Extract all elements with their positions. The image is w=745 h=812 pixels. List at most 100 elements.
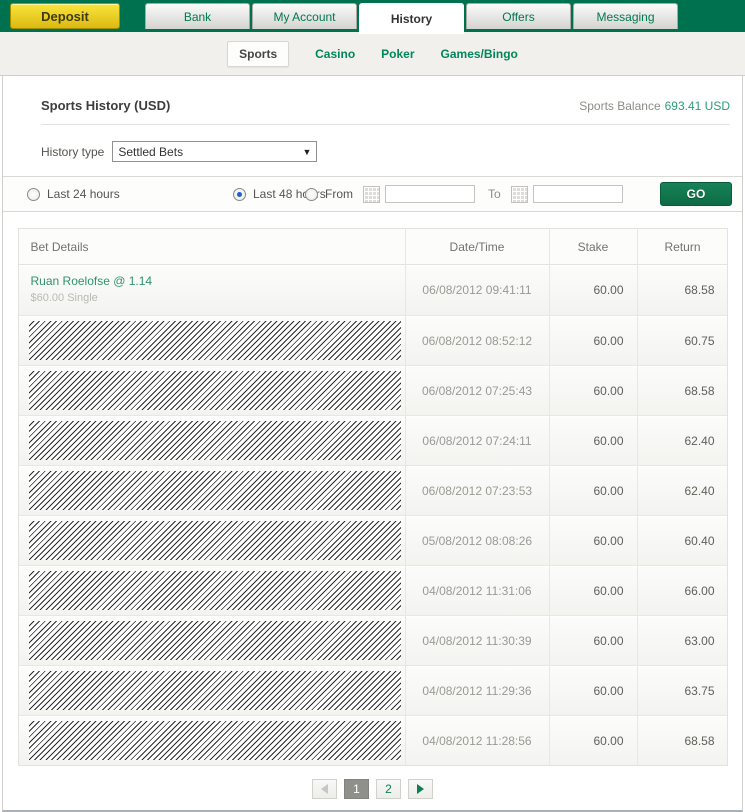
cell-stake: 60.00 [548, 416, 637, 465]
cell-stake: 60.00 [548, 265, 637, 315]
cell-bet-details [19, 416, 405, 465]
cell-bet-details [19, 366, 405, 415]
radio-date-range[interactable] [305, 187, 318, 201]
from-date-input[interactable] [385, 185, 475, 203]
cell-datetime: 06/08/2012 07:25:43 [404, 366, 549, 415]
cell-datetime: 06/08/2012 09:41:11 [404, 265, 549, 315]
cell-stake: 60.00 [548, 316, 637, 365]
cell-bet-details [19, 566, 405, 615]
bet-subtitle: $60.00 Single [30, 292, 98, 304]
cell-stake: 60.00 [548, 716, 637, 765]
history-type-value: Settled Bets [118, 144, 184, 159]
go-group: GO [660, 177, 732, 211]
sports-balance: Sports Balance 693.41 USD [579, 99, 730, 113]
table-body: Ruan Roelofse @ 1.14 $60.00 Single 06/08… [18, 265, 728, 765]
cell-bet-details [19, 516, 405, 565]
header-datetime: Date/Time [404, 229, 549, 264]
nav-tab-history[interactable]: History [359, 3, 464, 34]
go-button[interactable]: GO [660, 182, 732, 206]
subnav-item-sports[interactable]: Sports [227, 40, 290, 67]
subnav-item-poker[interactable]: Poker [381, 46, 415, 61]
cell-return: 68.58 [636, 265, 728, 315]
cell-datetime: 04/08/2012 11:29:36 [404, 666, 549, 715]
header-stake: Stake [548, 229, 637, 264]
nav-tab-messaging[interactable]: Messaging [573, 3, 678, 29]
history-type-row: History type Settled Bets ▼ [41, 141, 742, 162]
redacted-bet-details [28, 571, 401, 610]
cell-bet-details [19, 466, 405, 515]
arrow-left-icon [321, 784, 328, 794]
redacted-bet-details [28, 371, 401, 410]
radio-last-24h[interactable] [27, 187, 40, 201]
header-divider [41, 124, 730, 125]
to-date-input[interactable] [532, 185, 623, 203]
filter-last-24h: Last 24 hours [27, 177, 120, 211]
cell-return: 62.40 [636, 416, 728, 465]
cell-bet-details [19, 666, 405, 715]
table-header: Bet Details Date/Time Stake Return [18, 229, 728, 265]
page-title: Sports History (USD) [41, 98, 171, 113]
cell-stake: 60.00 [548, 666, 637, 715]
bets-table: Bet Details Date/Time Stake Return Ruan … [17, 228, 728, 766]
nav-tab-offers[interactable]: Offers [466, 3, 571, 29]
arrow-right-icon [417, 784, 424, 794]
radio-last-48h[interactable] [233, 187, 246, 201]
table-row: 06/08/2012 08:52:12 60.00 60.75 [18, 315, 728, 365]
next-page-button[interactable] [408, 779, 433, 799]
page-button-2[interactable]: 2 [376, 779, 401, 799]
cell-bet-details [19, 716, 405, 765]
cell-return: 63.75 [636, 666, 728, 715]
redacted-bet-details [28, 321, 401, 360]
table-row: 04/08/2012 11:31:06 60.00 66.00 [18, 565, 728, 615]
cell-return: 68.58 [636, 366, 728, 415]
cell-datetime: 06/08/2012 07:23:53 [404, 466, 549, 515]
chevron-down-icon: ▼ [302, 147, 312, 157]
calendar-icon-from[interactable] [363, 185, 380, 203]
redacted-bet-details [28, 671, 401, 710]
radio-last-24h-label: Last 24 hours [47, 187, 120, 201]
cell-datetime: 06/08/2012 08:52:12 [404, 316, 549, 365]
cell-return: 62.40 [636, 466, 728, 515]
balance-label: Sports Balance [579, 99, 661, 113]
from-label: From [325, 187, 353, 201]
table-row: 06/08/2012 07:23:53 60.00 62.40 [18, 465, 728, 515]
redacted-bet-details [28, 421, 401, 460]
table-row: 04/08/2012 11:29:36 60.00 63.75 [18, 665, 728, 715]
cell-return: 66.00 [636, 566, 728, 615]
nav-tab-my-account[interactable]: My Account [252, 3, 357, 29]
page-header: Sports History (USD) Sports Balance 693.4… [3, 76, 742, 113]
table-row: Ruan Roelofse @ 1.14 $60.00 Single 06/08… [18, 265, 728, 315]
table-row: 06/08/2012 07:25:43 60.00 68.58 [18, 365, 728, 415]
cell-stake: 60.00 [548, 516, 637, 565]
cell-bet-details [19, 616, 405, 665]
to-label: To [488, 187, 501, 201]
deposit-button[interactable]: Deposit [10, 3, 120, 29]
subnav-item-casino[interactable]: Casino [315, 46, 356, 61]
top-nav-bar: Deposit Bank My Account History Offers Messa… [0, 0, 745, 34]
history-type-select[interactable]: Settled Bets ▼ [112, 141, 318, 162]
page-button-1[interactable]: 1 [344, 779, 369, 799]
cell-return: 60.40 [636, 516, 728, 565]
table-row: 04/08/2012 11:30:39 60.00 63.00 [18, 615, 728, 665]
prev-page-button[interactable] [312, 779, 337, 799]
cell-return: 63.00 [636, 616, 728, 665]
cell-bet-details [19, 316, 405, 365]
cell-stake: 60.00 [548, 566, 637, 615]
redacted-bet-details [28, 721, 401, 760]
balance-value: 693.41 USD [664, 99, 730, 113]
cell-return: 68.58 [636, 716, 728, 765]
calendar-icon-to[interactable] [510, 185, 528, 203]
table-row: 06/08/2012 07:24:11 60.00 62.40 [18, 415, 728, 465]
header-return: Return [636, 229, 728, 264]
header-bet-details: Bet Details [30, 239, 89, 254]
nav-tabs: Bank My Account History Offers Messaging [145, 3, 678, 34]
nav-tab-bank[interactable]: Bank [145, 3, 250, 29]
redacted-bet-details [28, 471, 401, 510]
sub-nav-bar: Sports Casino Poker Games/Bingo [0, 32, 745, 76]
subnav-item-games-bingo[interactable]: Games/Bingo [440, 46, 518, 61]
bet-link[interactable]: Ruan Roelofse @ 1.14 [30, 274, 153, 288]
cell-stake: 60.00 [548, 466, 637, 515]
table-row: 05/08/2012 08:08:26 60.00 60.40 [18, 515, 728, 565]
cell-datetime: 05/08/2012 08:08:26 [404, 516, 549, 565]
cell-return: 60.75 [636, 316, 728, 365]
